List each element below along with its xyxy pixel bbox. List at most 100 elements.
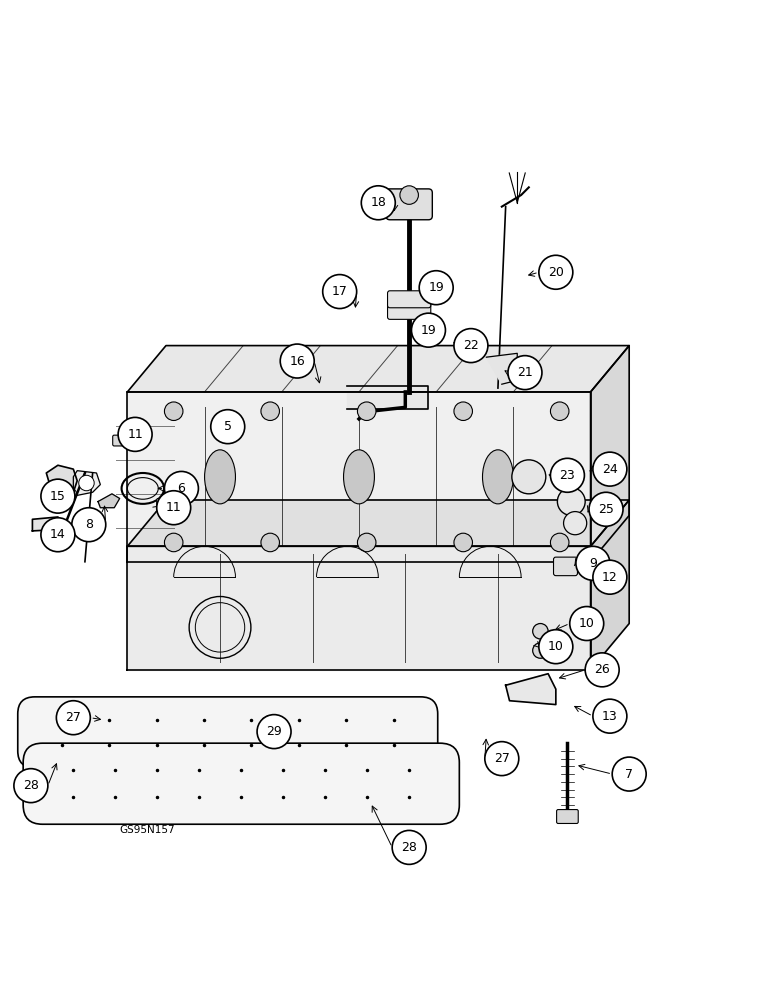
Circle shape bbox=[79, 475, 94, 491]
Circle shape bbox=[533, 624, 548, 639]
Polygon shape bbox=[73, 471, 100, 496]
Circle shape bbox=[261, 533, 279, 552]
Text: GS95N157: GS95N157 bbox=[120, 825, 175, 835]
Circle shape bbox=[357, 402, 376, 420]
Text: 12: 12 bbox=[602, 571, 618, 584]
Circle shape bbox=[589, 492, 623, 526]
Circle shape bbox=[593, 452, 627, 486]
Text: 10: 10 bbox=[579, 617, 594, 630]
Circle shape bbox=[56, 701, 90, 735]
FancyBboxPatch shape bbox=[554, 557, 577, 576]
Circle shape bbox=[612, 757, 646, 791]
FancyBboxPatch shape bbox=[388, 302, 431, 319]
Circle shape bbox=[419, 271, 453, 305]
Circle shape bbox=[164, 471, 198, 505]
Text: 22: 22 bbox=[463, 339, 479, 352]
Circle shape bbox=[550, 533, 569, 552]
Circle shape bbox=[485, 742, 519, 776]
Polygon shape bbox=[46, 465, 77, 492]
Polygon shape bbox=[127, 500, 629, 546]
Circle shape bbox=[323, 275, 357, 309]
Circle shape bbox=[576, 546, 610, 580]
Ellipse shape bbox=[344, 450, 374, 504]
Text: 11: 11 bbox=[127, 428, 143, 441]
Polygon shape bbox=[506, 674, 556, 705]
Text: 17: 17 bbox=[332, 285, 347, 298]
Polygon shape bbox=[347, 386, 428, 409]
Circle shape bbox=[593, 699, 627, 733]
Circle shape bbox=[533, 643, 548, 658]
Text: 28: 28 bbox=[401, 841, 417, 854]
Text: 5: 5 bbox=[224, 420, 232, 433]
Circle shape bbox=[400, 186, 418, 204]
Polygon shape bbox=[127, 546, 591, 670]
Text: 16: 16 bbox=[290, 355, 305, 368]
Circle shape bbox=[564, 512, 587, 535]
Circle shape bbox=[257, 715, 291, 749]
Text: 28: 28 bbox=[23, 779, 39, 792]
Polygon shape bbox=[98, 494, 120, 508]
FancyBboxPatch shape bbox=[388, 291, 431, 308]
Circle shape bbox=[72, 508, 106, 542]
Text: 20: 20 bbox=[548, 266, 564, 279]
Text: 13: 13 bbox=[602, 710, 618, 723]
Text: 21: 21 bbox=[517, 366, 533, 379]
Circle shape bbox=[357, 533, 376, 552]
Circle shape bbox=[41, 518, 75, 552]
FancyBboxPatch shape bbox=[386, 189, 432, 220]
Text: 14: 14 bbox=[50, 528, 66, 541]
Circle shape bbox=[164, 533, 183, 552]
Circle shape bbox=[454, 533, 472, 552]
Circle shape bbox=[539, 255, 573, 289]
Circle shape bbox=[361, 186, 395, 220]
Ellipse shape bbox=[482, 450, 513, 504]
Circle shape bbox=[41, 479, 75, 513]
FancyBboxPatch shape bbox=[557, 810, 578, 823]
Text: 25: 25 bbox=[598, 503, 614, 516]
Text: 23: 23 bbox=[560, 469, 575, 482]
Circle shape bbox=[585, 653, 619, 687]
Circle shape bbox=[392, 830, 426, 864]
Circle shape bbox=[157, 491, 191, 525]
FancyBboxPatch shape bbox=[113, 435, 139, 446]
Text: 29: 29 bbox=[266, 725, 282, 738]
Circle shape bbox=[280, 344, 314, 378]
Text: 6: 6 bbox=[178, 482, 185, 495]
Circle shape bbox=[557, 488, 585, 515]
Polygon shape bbox=[32, 517, 63, 531]
Text: 9: 9 bbox=[589, 557, 597, 570]
Circle shape bbox=[261, 402, 279, 420]
Polygon shape bbox=[591, 346, 629, 562]
Circle shape bbox=[550, 402, 569, 420]
Circle shape bbox=[550, 458, 584, 492]
Circle shape bbox=[164, 402, 183, 420]
Text: 15: 15 bbox=[50, 490, 66, 503]
Circle shape bbox=[411, 313, 445, 347]
Ellipse shape bbox=[205, 450, 235, 504]
Circle shape bbox=[454, 402, 472, 420]
Polygon shape bbox=[127, 392, 591, 562]
Circle shape bbox=[508, 356, 542, 390]
Circle shape bbox=[211, 410, 245, 444]
Text: 8: 8 bbox=[85, 518, 93, 531]
Text: 19: 19 bbox=[421, 324, 436, 337]
Polygon shape bbox=[127, 346, 629, 392]
Text: 26: 26 bbox=[594, 663, 610, 676]
Text: 19: 19 bbox=[428, 281, 444, 294]
FancyBboxPatch shape bbox=[23, 743, 459, 824]
Circle shape bbox=[14, 769, 48, 803]
Text: 11: 11 bbox=[166, 501, 181, 514]
Circle shape bbox=[570, 607, 604, 641]
Polygon shape bbox=[486, 353, 517, 384]
Circle shape bbox=[454, 329, 488, 363]
Text: 18: 18 bbox=[371, 196, 386, 209]
Circle shape bbox=[593, 560, 627, 594]
Text: 7: 7 bbox=[625, 768, 633, 781]
Text: 24: 24 bbox=[602, 463, 618, 476]
Circle shape bbox=[118, 417, 152, 451]
FancyBboxPatch shape bbox=[18, 697, 438, 768]
Text: 10: 10 bbox=[548, 640, 564, 653]
Circle shape bbox=[512, 460, 546, 494]
FancyBboxPatch shape bbox=[157, 498, 183, 509]
Text: 27: 27 bbox=[66, 711, 81, 724]
